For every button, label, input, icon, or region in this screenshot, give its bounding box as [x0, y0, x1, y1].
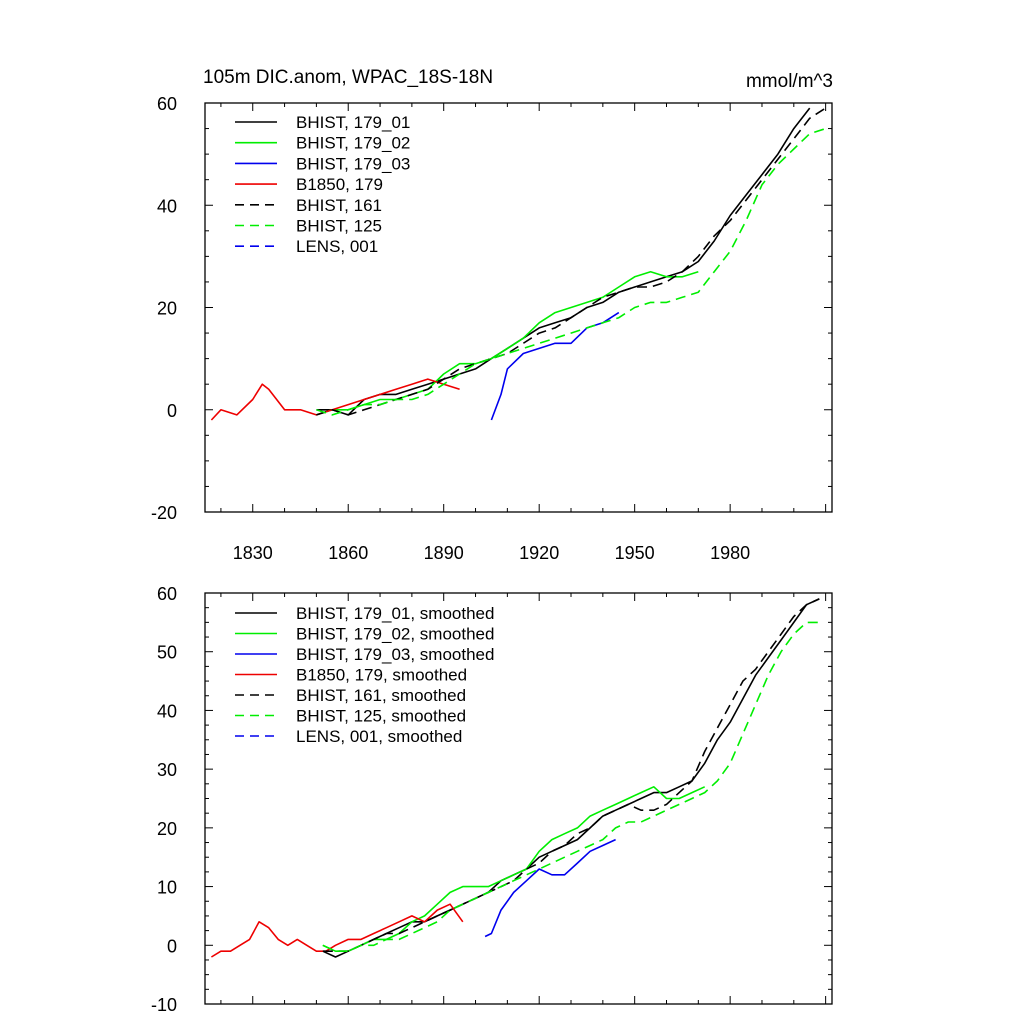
legend-label: BHIST, 161: [296, 196, 382, 215]
legend-label: BHIST, 125: [296, 217, 382, 236]
legend-label: LENS, 001, smoothed: [296, 727, 462, 746]
y-tick-label: 40: [157, 196, 177, 216]
y-tick-label: 40: [157, 701, 177, 721]
legend-label: LENS, 001: [296, 237, 378, 256]
legend-label: BHIST, 125, smoothed: [296, 707, 466, 726]
legend-label: BHIST, 179_03, smoothed: [296, 645, 494, 664]
top-units: mmol/m^3: [746, 71, 833, 92]
y-tick-label: 50: [157, 643, 177, 663]
legend-label: BHIST, 179_01, smoothed: [296, 604, 494, 623]
bottom-axes: -10 0 10 20 30 40 50 60: [151, 584, 832, 1015]
series-line-4: [322, 598, 820, 952]
x-tick-label: 1980: [710, 543, 750, 563]
x-tick-label: 1830: [233, 543, 273, 563]
x-tick-label: 1890: [424, 543, 464, 563]
y-tick-label: 60: [157, 94, 177, 114]
legend-label: BHIST, 161, smoothed: [296, 686, 466, 705]
top-title: 105m DIC.anom, WPAC_18S-18N: [203, 67, 493, 88]
series-line-5: [322, 621, 820, 952]
x-tick-label: 1860: [328, 543, 368, 563]
top-series-layer: [210, 107, 827, 421]
bottom-legend: BHIST, 179_01, smoothed BHIST, 179_02, sm…: [235, 604, 494, 746]
legend-label: BHIST, 179_02, smoothed: [296, 625, 494, 644]
y-tick-label: 0: [167, 936, 177, 956]
x-tick-label: 1920: [519, 543, 559, 563]
series-line-5: [316, 127, 826, 416]
y-tick-label: 60: [157, 584, 177, 604]
x-tick-label: 1950: [615, 543, 655, 563]
top-panel: 105m DIC.anom, WPAC_18S-18N mmol/m^3 -20…: [151, 67, 833, 563]
legend-label: BHIST, 179_02: [296, 134, 410, 153]
y-tick-label: 20: [157, 819, 177, 839]
series-line-3: [210, 903, 464, 958]
y-tick-label: -10: [151, 995, 177, 1015]
top-axes: -20 0 20 40 60 1830 1860 1890 1920 1950 1980: [151, 94, 832, 563]
y-tick-label: 30: [157, 760, 177, 780]
y-tick-label: 20: [157, 299, 177, 319]
series-line-0: [316, 107, 811, 416]
y-tick-label: 0: [167, 401, 177, 421]
series-line-0: [322, 598, 820, 958]
bottom-series-layer: [210, 598, 820, 958]
series-line-1: [316, 270, 699, 416]
legend-label: BHIST, 179_03: [296, 154, 410, 173]
series-line-1: [322, 786, 706, 952]
y-tick-label: 10: [157, 878, 177, 898]
y-tick-label: -20: [151, 503, 177, 523]
bottom-panel: -10 0 10 20 30 40 50 60 BHIST, 179_01, smoothed…: [151, 584, 833, 1015]
series-line-2: [484, 838, 616, 938]
legend-label: B1850, 179: [296, 175, 383, 194]
series-line-4: [316, 107, 827, 416]
legend-label: B1850, 179, smoothed: [296, 666, 467, 685]
legend-label: BHIST, 179_01: [296, 113, 410, 132]
